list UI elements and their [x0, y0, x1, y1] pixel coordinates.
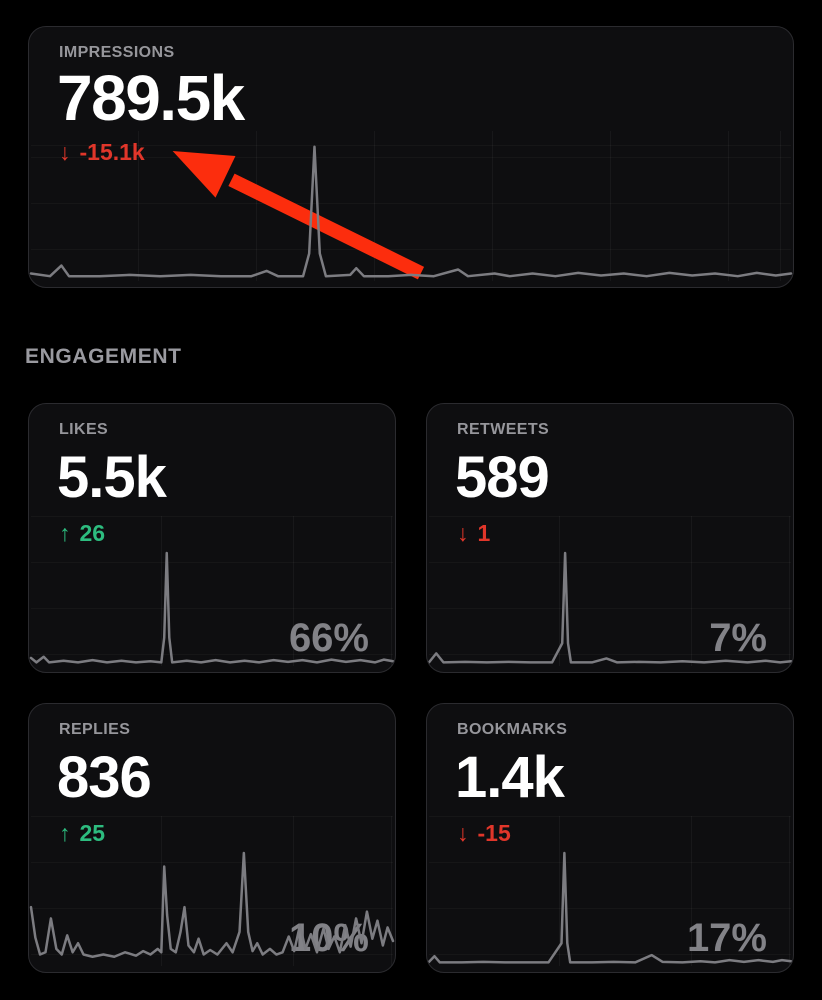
impressions-delta-value: -15.1k [79, 139, 145, 165]
retweets-sparkline [429, 549, 791, 669]
down-arrow-icon: ↓ [59, 139, 71, 165]
retweets-engagement-rate: 7% [709, 616, 767, 660]
likes-card[interactable]: LIKES 5.5k ↑ 26 66% [28, 403, 396, 673]
bookmarks-delta-value: -15 [477, 820, 511, 846]
bookmarks-value: 1.4k [455, 745, 565, 810]
retweets-delta: ↓ 1 [457, 520, 490, 548]
retweets-delta-value: 1 [477, 520, 491, 546]
engagement-section-label: ENGAGEMENT [25, 345, 182, 368]
replies-card[interactable]: REPLIES 836 ↑ 25 10% [28, 703, 396, 973]
likes-value: 5.5k [57, 445, 167, 510]
retweets-value: 589 [455, 445, 550, 510]
replies-value: 836 [57, 745, 152, 810]
impressions-label: IMPRESSIONS [59, 44, 175, 61]
likes-engagement-rate: 66% [288, 616, 369, 660]
down-arrow-icon: ↓ [457, 520, 469, 546]
bookmarks-delta: ↓ -15 [457, 820, 511, 848]
up-arrow-icon: ↑ [59, 520, 71, 546]
impressions-delta: ↓ -15.1k [59, 139, 145, 167]
up-arrow-icon: ↑ [59, 820, 71, 846]
likes-label: LIKES [59, 421, 109, 438]
likes-delta: ↑ 26 [59, 520, 105, 548]
bookmarks-label: BOOKMARKS [457, 721, 568, 738]
impressions-sparkline [31, 142, 791, 284]
likes-sparkline [31, 549, 393, 669]
replies-delta-value: 25 [79, 820, 106, 846]
replies-sparkline [31, 849, 393, 969]
impressions-card[interactable]: IMPRESSIONS 789.5k ↓ -15.1k [28, 26, 794, 288]
bookmarks-engagement-rate: 17% [686, 916, 767, 960]
impressions-value: 789.5k [57, 62, 245, 134]
likes-delta-value: 26 [79, 520, 106, 546]
retweets-label: RETWEETS [457, 421, 550, 438]
retweets-card[interactable]: RETWEETS 589 ↓ 1 7% [426, 403, 794, 673]
replies-label: REPLIES [59, 721, 131, 738]
replies-delta: ↑ 25 [59, 820, 105, 848]
down-arrow-icon: ↓ [457, 820, 469, 846]
bookmarks-card[interactable]: BOOKMARKS 1.4k ↓ -15 17% [426, 703, 794, 973]
bookmarks-sparkline [429, 849, 791, 969]
